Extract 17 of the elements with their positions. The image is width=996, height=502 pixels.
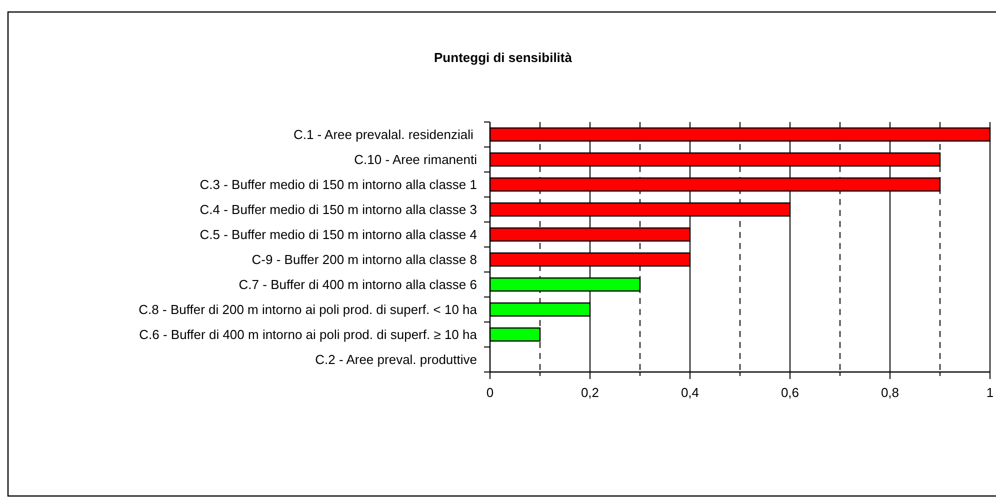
x-tick-label: 0,6	[780, 385, 800, 400]
x-tick-label: 0,8	[880, 385, 900, 400]
y-tick-label: C.6 - Buffer di 400 m intorno ai poli prod. di superf. ≥ 10 ha	[139, 327, 478, 342]
y-tick-label: C.4 - Buffer medio di 150 m intorno alla classe 3	[200, 202, 477, 218]
x-tick-label: 0	[486, 385, 494, 400]
y-tick-label: C.10 - Aree rimanenti	[354, 152, 478, 168]
y-tick-label: C.5 - Buffer medio di 150 m intorno alla classe 4	[200, 227, 477, 242]
y-tick-label: C.8 - Buffer di 200 m intorno ai poli prod. di superf. < 10 ha	[138, 302, 478, 318]
x-tick-label: 0,4	[680, 385, 700, 400]
y-tick-label: C.1 - Aree prevalal. residenziali	[293, 127, 477, 142]
x-tick-label: 1	[986, 385, 994, 400]
y-tick-label: C-9 - Buffer 200 m intorno alla classe 8	[252, 252, 477, 268]
y-tick-label: C.3 - Buffer medio di 150 m intorno alla classe 1	[200, 177, 477, 192]
y-tick-label: C.7 - Buffer di 400 m intorno alla classe 6	[238, 277, 477, 292]
x-tick-label: 0,2	[580, 385, 600, 400]
chart-title: Punteggi di sensibilità	[434, 50, 573, 65]
y-tick-label: C.2 - Aree preval. produttive	[315, 352, 477, 368]
